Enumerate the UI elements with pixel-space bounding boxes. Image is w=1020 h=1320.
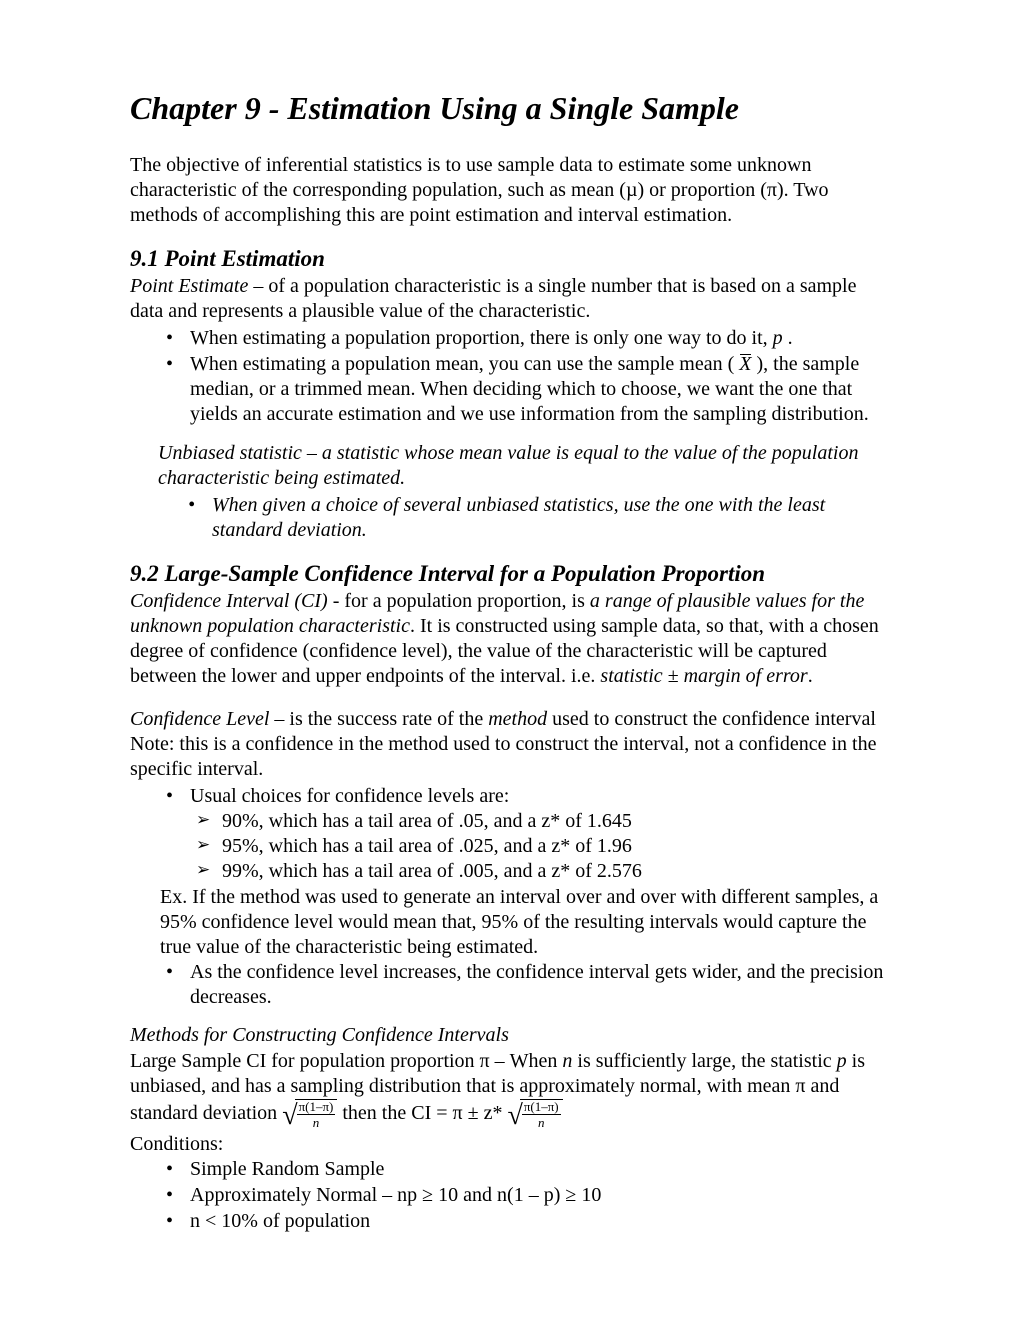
point-estimate-term: Point Estimate — [130, 275, 248, 297]
cl-bullets-2: As the confidence level increases, the c… — [130, 960, 890, 1010]
bullet-mean: When estimating a population mean, you c… — [190, 352, 890, 427]
section-9-1-heading: 9.1 Point Estimation — [130, 246, 890, 272]
section-9-2-heading: 9.2 Large-Sample Confidence Interval for… — [130, 561, 890, 587]
document-page: Chapter 9 - Estimation Using a Single Sa… — [0, 0, 1020, 1320]
p-hat-symbol: p — [773, 326, 783, 351]
cl-levels-list: 90%, which has a tail area of .05, and a… — [190, 809, 890, 884]
unbiased-definition: Unbiased statistic – a statistic whose m… — [158, 441, 890, 491]
cl-bullet-wider: As the confidence level increases, the c… — [190, 960, 890, 1010]
point-estimate-bullets: When estimating a population proportion,… — [130, 326, 890, 427]
chapter-title: Chapter 9 - Estimation Using a Single Sa… — [130, 90, 890, 127]
conditions-list: Simple Random Sample Approximately Norma… — [130, 1157, 890, 1234]
intro-paragraph: The objective of inferential statistics … — [130, 153, 890, 228]
unbiased-bullet: When given a choice of several unbiased … — [212, 493, 890, 543]
cl-note: Note: this is a confidence in the method… — [130, 732, 890, 782]
methods-subheading: Methods for Constructing Confidence Inte… — [130, 1024, 890, 1047]
condition-10pct: n < 10% of population — [190, 1209, 890, 1234]
cl-bullets: Usual choices for confidence levels are:… — [130, 784, 890, 884]
cl-bullet-lead: Usual choices for confidence levels are:… — [190, 784, 890, 884]
cl-level-95: 95%, which has a tail area of .025, and … — [222, 834, 890, 859]
cl-level-90: 90%, which has a tail area of .05, and a… — [222, 809, 890, 834]
cl-level-99: 99%, which has a tail area of .005, and … — [222, 859, 890, 884]
bullet-proportion: When estimating a population proportion,… — [190, 326, 890, 351]
condition-srs: Simple Random Sample — [190, 1157, 890, 1182]
sqrt-formula-2: √π(1–π)n — [507, 1099, 562, 1130]
sd-formula-line: standard deviation √π(1–π)n then the CI … — [130, 1099, 890, 1130]
ci-definition: Confidence Interval (CI) - for a populat… — [130, 589, 890, 689]
sqrt-formula-1: √π(1–π)n — [282, 1099, 337, 1130]
ci-term: Confidence Interval (CI) — [130, 590, 328, 612]
condition-normal: Approximately Normal – np ≥ 10 and n(1 –… — [190, 1183, 890, 1208]
point-estimate-def: Point Estimate – of a population charact… — [130, 274, 890, 324]
large-sample-ci-para: Large Sample CI for population proportio… — [130, 1049, 890, 1099]
x-bar-symbol: X — [739, 352, 751, 377]
conditions-heading: Conditions: — [130, 1132, 890, 1157]
cl-example: Ex. If the method was used to generate a… — [160, 885, 890, 960]
cl-def-line: Confidence Level – is the success rate o… — [130, 707, 890, 732]
cl-term: Confidence Level — [130, 708, 269, 730]
unbiased-block: Unbiased statistic – a statistic whose m… — [158, 441, 890, 543]
